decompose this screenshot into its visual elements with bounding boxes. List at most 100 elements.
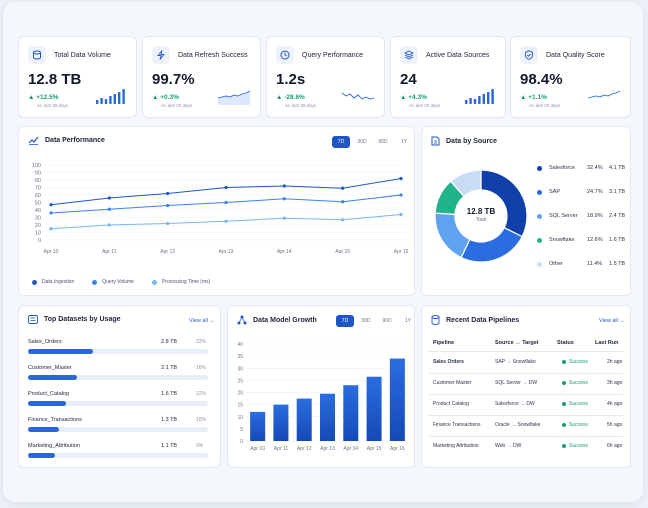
data-point (224, 200, 228, 205)
kpi-comparison: vs. last 30 days (285, 103, 317, 108)
network-icon (237, 315, 247, 325)
legend-swatch (92, 279, 98, 285)
dataset-percent: 9% (196, 443, 204, 449)
source-size: 1.5 TB (609, 261, 626, 267)
kpi-card: Active Data Sources 24 ▲ +4.3% vs. last 30 … (390, 36, 506, 118)
y-tick-label: 90 (35, 171, 41, 177)
status-label: Success (569, 359, 588, 365)
x-tick-label: Apr 15 (367, 446, 382, 452)
dataset-row[interactable]: Product_Catalog 1.6 TB 12% (28, 391, 208, 411)
data-point (49, 211, 53, 215)
growth-bar (296, 398, 312, 441)
pipeline-row[interactable]: Sales Orders SAP → Snowflake Success 2h ago (431, 359, 623, 379)
kpi-header: Query Performance (276, 46, 363, 64)
kpi-trend: ▲ +4.3% (400, 94, 427, 101)
source-name: Salesforce (549, 165, 575, 171)
kpi-sparkline (465, 89, 494, 104)
source-size: 4.1 TB (609, 165, 626, 171)
x-tick-label: Apr 10 (250, 446, 265, 452)
growth-bar (273, 404, 289, 441)
tab-7d[interactable]: 7D (332, 136, 350, 148)
recent-pipelines-card: Recent Data Pipelines View all → Pipelin… (421, 305, 631, 468)
donut-slice (460, 226, 523, 263)
data-point (166, 191, 170, 196)
pipeline-route: Salesforce → DW (495, 401, 535, 407)
status-badge: Success (562, 401, 588, 407)
data-point (399, 212, 403, 217)
pipeline-row[interactable]: Product Catalog Salesforce → DW Success 4h … (431, 401, 623, 421)
last-run: 2h ago (607, 359, 623, 365)
y-tick-label: 5 (240, 427, 243, 433)
kpi-title: Data Quality Score (546, 51, 605, 59)
data-point (107, 207, 111, 211)
pipeline-row[interactable]: Customer Master SQL Server → DW Success 3h … (431, 380, 622, 400)
source-size: 2.4 TB (609, 213, 626, 219)
data-point (282, 197, 286, 201)
status-badge: Success (562, 380, 588, 386)
legend-swatch (32, 279, 37, 285)
data-point (341, 218, 345, 222)
usage-bar-track (28, 375, 208, 380)
sparkline-bar (109, 96, 112, 104)
source-swatch (537, 238, 542, 243)
datasets-view-all-link[interactable]: View all → (189, 318, 215, 324)
kpi-sparkline (217, 90, 251, 105)
tab-1y[interactable]: 1Y (404, 318, 412, 324)
growth-bar (320, 393, 335, 441)
dataset-row[interactable]: Finance_Transactions 1.3 TB 10% (28, 417, 208, 437)
dataset-size: 2.8 TB (161, 339, 178, 345)
tab-90d[interactable]: 90D (378, 139, 388, 145)
status-column-header: Status (557, 340, 574, 346)
y-tick-label: 20 (237, 391, 243, 397)
sparkline-line (217, 90, 251, 99)
legend-item: Query Volume (92, 279, 134, 285)
dataset-row[interactable]: Marketing_Attribution 1.1 TB 9% (28, 443, 208, 463)
dataset-name: Sales_Orders (28, 339, 62, 345)
last-run: 5h ago (607, 422, 623, 428)
dataset-percent: 16% (196, 365, 207, 371)
arrow-right-icon: → (619, 318, 625, 324)
dataset-row[interactable]: Customer_Master 2.1 TB 16% (28, 365, 208, 385)
database-icon (28, 46, 46, 64)
row-divider (429, 394, 623, 395)
tab-30d[interactable]: 30D (357, 139, 367, 145)
status-dot (562, 422, 566, 427)
dataset-row[interactable]: Sales_Orders 2.8 TB 22% (28, 339, 208, 359)
source-size: 3.1 TB (609, 189, 626, 195)
x-tick-label: Apr 12 (297, 446, 312, 452)
data-point (49, 203, 53, 207)
y-tick-label: 40 (35, 208, 41, 214)
sparkline-bar (122, 89, 125, 104)
data-by-source-donut (434, 169, 528, 263)
kpi-sparkline (341, 92, 375, 100)
growth-bar (343, 385, 359, 441)
source-percent: 11.4% (587, 261, 603, 267)
data-point (166, 203, 170, 208)
data-point (399, 176, 403, 181)
status-label: Success (569, 422, 588, 428)
pipeline-name: Finance Transactions (433, 422, 481, 428)
kpi-value: 12.8 TB (28, 71, 82, 88)
pipeline-row[interactable]: Finance Transactions Oracle → Snowflake Su… (431, 422, 623, 442)
x-tick-label: Apr 16 (390, 446, 405, 452)
tab-90d[interactable]: 90D (382, 318, 392, 324)
data-performance-title: Data Performance (45, 137, 105, 144)
sparkline-bar (465, 100, 468, 104)
tab-1y[interactable]: 1Y (400, 139, 408, 145)
kpi-value: 24 (400, 71, 417, 88)
layers-icon (400, 46, 418, 64)
tab-7d[interactable]: 7D (336, 315, 354, 327)
y-tick-label: 15 (237, 403, 243, 409)
status-dot (562, 380, 566, 385)
sparkline-bar (491, 89, 494, 104)
pipeline-row[interactable]: Marketing Attribution Web → DW Success 6h a… (431, 443, 622, 463)
tab-30d[interactable]: 30D (361, 318, 371, 324)
dataset-size: 2.1 TB (161, 365, 178, 371)
status-dot (562, 401, 566, 406)
source-legend-item: SAP 24.7% 3.1 TB (537, 188, 627, 198)
last-run: 4h ago (607, 401, 623, 407)
pipelines-view-all-link[interactable]: View all → (599, 318, 625, 324)
pipeline-route: Web → DW (495, 443, 522, 449)
growth-bar (250, 411, 266, 441)
